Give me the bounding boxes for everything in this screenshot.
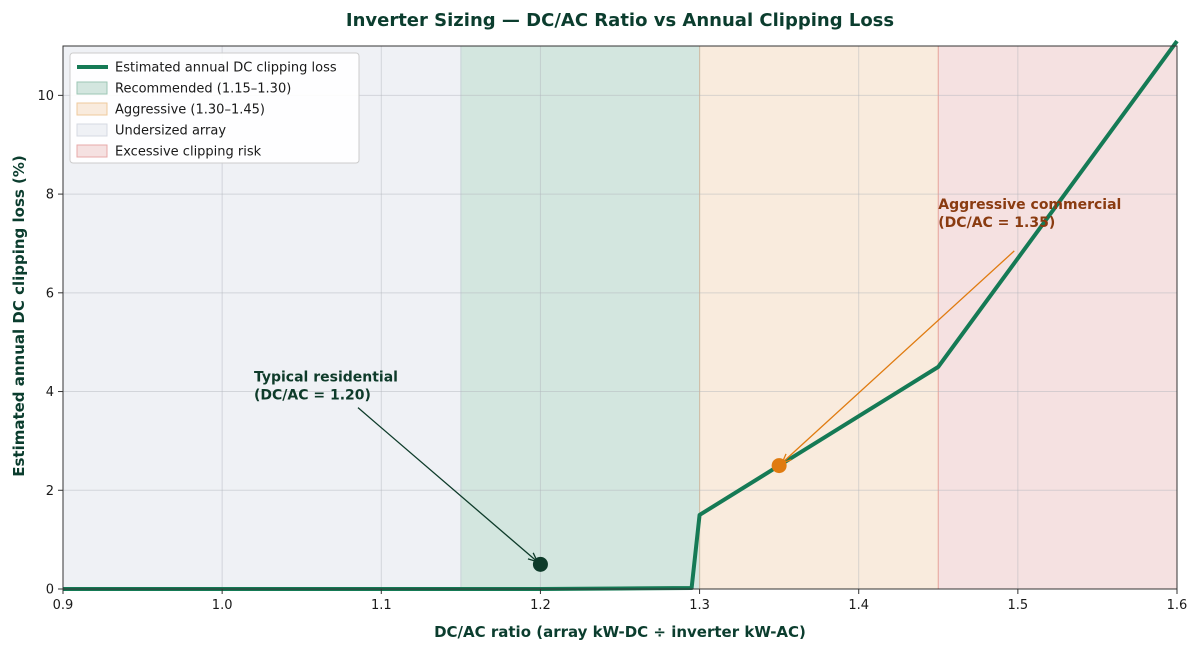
legend-swatch-band-2 [76,123,108,137]
y-tick-label-3: 6 [46,286,54,301]
legend-swatch-band-0 [76,81,108,95]
legend-label-band-0: Recommended (1.15–1.30) [115,82,291,97]
highlight-point-1 [771,458,787,474]
y-tick-label-5: 10 [37,89,54,104]
y-axis-label: Estimated annual DC clipping loss (%) [10,155,28,477]
annotation-arrow-0 [357,407,538,563]
x-tick-label-1: 1.0 [212,598,233,613]
annotation-line-0-1: (DC/AC = 1.20) [254,388,371,404]
legend-swatch-band-1 [76,102,108,116]
y-tick-label-1: 2 [46,484,54,499]
band-0 [460,46,700,589]
y-tick-label-0: 0 [46,583,54,598]
y-tick-label-2: 4 [46,385,54,400]
y-tick-label-4: 8 [46,188,54,203]
x-tick-label-4: 1.3 [689,598,710,613]
x-tick-label-6: 1.5 [1008,598,1029,613]
legend-label-band-2: Undersized array [115,124,226,139]
annotation-line-0-0: Typical residential [254,370,398,386]
highlight-point-0 [532,556,548,572]
x-tick-label-2: 1.1 [371,598,392,613]
legend-label-line: Estimated annual DC clipping loss [115,61,337,76]
legend-label-band-1: Aggressive (1.30–1.45) [115,103,265,118]
annotation-line-1-0: Aggressive commercial [938,197,1121,213]
legend-label-band-3: Excessive clipping risk [115,145,262,160]
chart-title: Inverter Sizing — DC/AC Ratio vs Annual … [346,10,894,31]
annotation-text-0: Typical residential (DC/AC = 1.20) [254,370,398,404]
legend-box [69,52,360,164]
x-axis-label: DC/AC ratio (array kW-DC ÷ inverter kW-A… [434,623,806,641]
x-tick-label-5: 1.4 [848,598,869,613]
band-3 [938,46,1177,589]
annotation-line-1-1: (DC/AC = 1.35) [938,215,1055,231]
x-tick-label-7: 1.6 [1167,598,1188,613]
x-tick-label-0: 0.9 [53,598,74,613]
band-1 [699,46,939,589]
annotation-text-1: Aggressive commercial (DC/AC = 1.35) [938,197,1121,231]
x-tick-label-3: 1.2 [530,598,551,613]
annotation-arrow-1 [781,250,1015,464]
legend-swatch-band-3 [76,144,108,158]
plot-frame [62,45,1178,590]
